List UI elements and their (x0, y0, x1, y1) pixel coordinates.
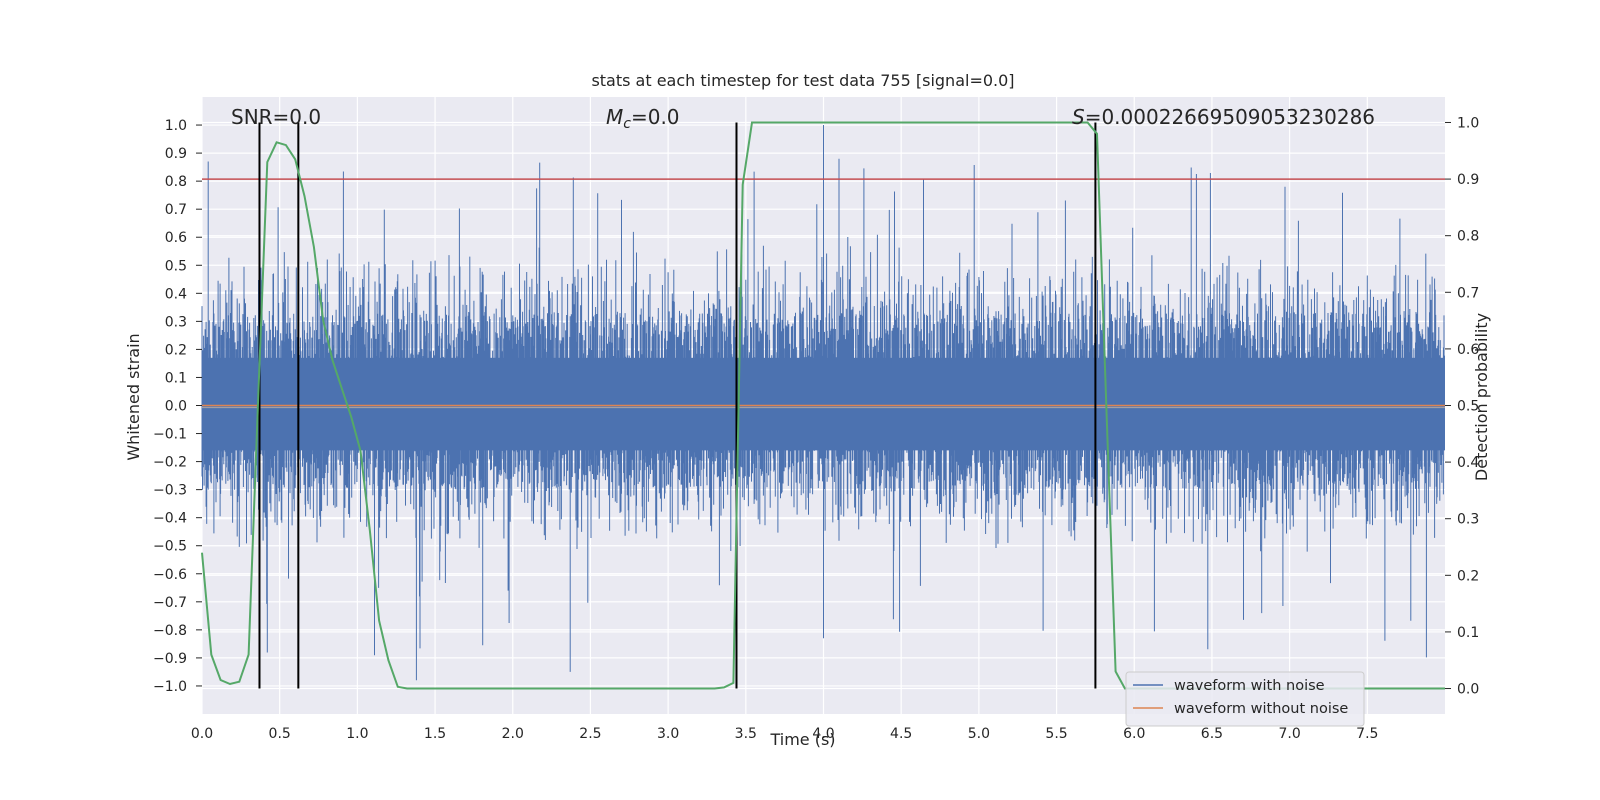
y-tick-label: 0.9 (165, 146, 187, 162)
x-tick-label: 5.5 (1045, 726, 1067, 742)
y-tick-label: 0.6 (165, 230, 187, 246)
y2-tick-label: 1.0 (1457, 115, 1479, 131)
chirp-mass-annotation: Mc=0.0 (606, 105, 680, 132)
y2-tick-label: 0.5 (1457, 399, 1479, 415)
x-tick-label: 7.0 (1278, 726, 1300, 742)
y2-tick-label: 0.1 (1457, 625, 1479, 641)
y-tick-label: 0.5 (165, 258, 187, 274)
y2-tick-label: 0.0 (1457, 682, 1479, 698)
y-tick-label: −0.4 (153, 511, 187, 527)
y-tick-label: −0.3 (153, 483, 187, 499)
x-tick-label: 6.5 (1201, 726, 1223, 742)
detection-probability-line (201, 121, 1445, 690)
noise-series (201, 125, 1445, 681)
y-tick-label: −0.8 (153, 623, 187, 639)
y2-tick-label: 0.8 (1457, 229, 1479, 245)
x-tick-label: 4.5 (890, 726, 912, 742)
chirp-mass-subscript: c (623, 116, 631, 132)
y-tick-label: 0.4 (165, 286, 187, 302)
y-tick-label: 0.8 (165, 174, 187, 190)
y-tick-label: 0.2 (165, 342, 187, 358)
y-tick-label: −0.9 (153, 651, 187, 667)
y-tick-label: 0.7 (165, 202, 187, 218)
y-tick-label: −0.1 (153, 427, 187, 443)
y2-tick-label: 0.4 (1457, 455, 1479, 471)
x-tick-label: 3.0 (657, 726, 679, 742)
y2-tick-label: 0.7 (1457, 285, 1479, 301)
x-tick-label: 4.0 (812, 726, 834, 742)
x-tick-label: 2.5 (579, 726, 601, 742)
y-tick-label: −0.5 (153, 539, 187, 555)
noise-core-band (202, 357, 1445, 451)
x-tick-label: 1.5 (424, 726, 446, 742)
y2-tick-label: 0.6 (1457, 342, 1479, 358)
probability-series (201, 121, 1445, 690)
legend-label-clean: waveform without noise (1174, 701, 1348, 717)
y2-axis-label: Detection probability (1472, 313, 1491, 481)
axis-ticks: 0.0 0.5 1.0 1.5 2.0 2.5 3.0 3.5 4.0 4.5 5.0 5.5 6.0 6… (153, 115, 1479, 742)
y2-tick-label: 0.3 (1457, 512, 1479, 528)
chirp-mass-value: =0.0 (631, 105, 680, 129)
legend: waveform with noise waveform without noi… (1125, 671, 1365, 727)
snr-annotation: SNR=0.0 (231, 105, 321, 129)
x-tick-label: 6.0 (1123, 726, 1145, 742)
y-tick-label: −0.6 (153, 567, 187, 583)
score-symbol: S (1072, 105, 1085, 129)
y-axis-label: Whitened strain (124, 333, 143, 460)
chart-title: stats at each timestep for test data 755… (591, 71, 1014, 90)
vertical-markers (258, 122, 1097, 689)
y-tick-label: 1.0 (165, 118, 187, 134)
chirp-mass-symbol: M (606, 105, 623, 129)
y-tick-label: 0.3 (165, 314, 187, 330)
y2-tick-label: 0.9 (1457, 172, 1479, 188)
legend-box (1125, 671, 1365, 727)
x-tick-label: 5.0 (968, 726, 990, 742)
x-tick-label: 2.0 (502, 726, 524, 742)
score-value: =0.0002266950905323028​6 (1085, 105, 1375, 129)
x-tick-label: 7.5 (1356, 726, 1378, 742)
y-tick-label: 0.0 (165, 399, 187, 415)
x-tick-label: 0.0 (191, 726, 213, 742)
y2-tick-label: 0.2 (1457, 568, 1479, 584)
score-annotation: S=0.0002266950905323028​6 (1072, 105, 1375, 129)
clean-series (202, 404, 1445, 409)
y-tick-label: −0.2 (153, 455, 187, 471)
legend-label-noise: waveform with noise (1174, 678, 1325, 694)
x-axis-label: Time (s) (769, 730, 835, 749)
y-tick-label: −0.7 (153, 595, 187, 611)
x-tick-label: 3.5 (735, 726, 757, 742)
y-tick-label: 0.1 (165, 370, 187, 386)
x-tick-label: 0.5 (269, 726, 291, 742)
x-tick-label: 1.0 (346, 726, 368, 742)
y-tick-label: −1.0 (153, 679, 187, 695)
